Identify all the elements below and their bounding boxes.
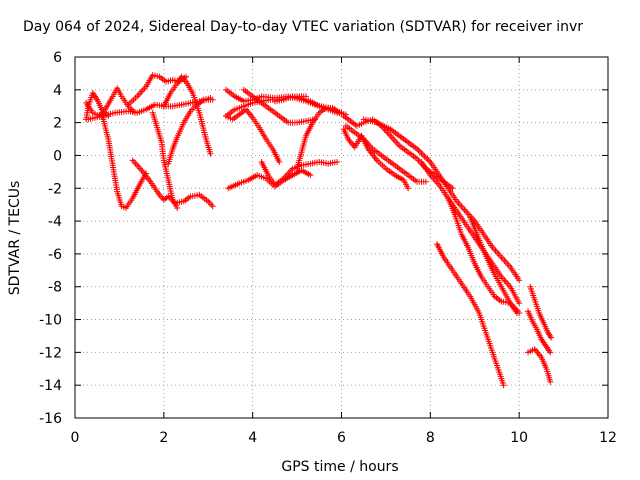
x-tick-label: 12 bbox=[599, 430, 617, 446]
series-marks bbox=[418, 159, 523, 307]
series-arc-v bbox=[418, 159, 523, 307]
y-tick-label: -8 bbox=[48, 280, 62, 296]
x-tick-label: 6 bbox=[337, 430, 346, 446]
series-marks bbox=[271, 93, 349, 118]
series-arc-z bbox=[527, 283, 555, 341]
x-tick-labels: 0 2 4 6 8 10 12 bbox=[71, 430, 617, 446]
series-arc-l bbox=[223, 106, 283, 165]
y-tick-label: -14 bbox=[39, 378, 62, 394]
y-tick-label: -4 bbox=[48, 214, 62, 230]
series-arc-aa bbox=[525, 308, 554, 356]
y-tick-label: 0 bbox=[53, 148, 62, 164]
y-tick-label: -2 bbox=[48, 181, 62, 197]
series-arc-t bbox=[342, 122, 429, 185]
series-marks bbox=[525, 308, 554, 356]
y-tick-label: 2 bbox=[53, 116, 62, 132]
series-marks bbox=[342, 122, 429, 185]
y-tick-label: 4 bbox=[53, 83, 62, 99]
series-marks bbox=[149, 109, 181, 211]
series-marks bbox=[165, 95, 214, 167]
series-marks bbox=[360, 116, 523, 284]
x-tick-label: 2 bbox=[159, 430, 168, 446]
series-arc-o bbox=[258, 159, 341, 188]
series-arc-d bbox=[98, 109, 150, 211]
y-tick-label: 6 bbox=[53, 50, 62, 66]
axis-ticks bbox=[74, 56, 609, 419]
series-marks bbox=[525, 346, 554, 385]
x-tick-label: 4 bbox=[248, 430, 257, 446]
series-marks bbox=[467, 214, 520, 316]
y-tick-labels: -16 -14 -12 -10 -8 -6 -4 -2 0 2 4 6 bbox=[39, 50, 62, 427]
x-tick-label: 0 bbox=[71, 430, 80, 446]
x-tick-label: 10 bbox=[510, 430, 528, 446]
series-arc-x bbox=[434, 241, 507, 389]
series-marks bbox=[258, 159, 341, 188]
series-arc-i bbox=[165, 95, 214, 167]
y-tick-label: -10 bbox=[39, 313, 62, 329]
series-marks bbox=[223, 106, 283, 165]
series-arc-u bbox=[360, 116, 523, 284]
x-tick-label: 8 bbox=[426, 430, 435, 446]
series-arc-ab bbox=[525, 346, 554, 385]
y-axis-title: SDTVAR / TECUs bbox=[7, 181, 23, 296]
chart-title: Day 064 of 2024, Sidereal Day-to-day VTE… bbox=[23, 19, 583, 35]
y-tick-label: -12 bbox=[39, 345, 62, 361]
series-arc-g bbox=[149, 109, 181, 211]
series-marks bbox=[240, 86, 318, 126]
series-marks bbox=[434, 241, 507, 389]
series-marks bbox=[160, 73, 214, 157]
series-marks bbox=[527, 283, 555, 341]
series-marks bbox=[98, 109, 150, 211]
series-arc-n bbox=[240, 86, 318, 126]
y-tick-label: -16 bbox=[39, 411, 62, 427]
series-arc-h bbox=[160, 73, 214, 157]
series-arc-q bbox=[271, 93, 349, 118]
y-tick-label: -6 bbox=[48, 247, 62, 263]
series-arc-y bbox=[467, 214, 520, 316]
data-marks bbox=[83, 72, 555, 389]
x-axis-title: GPS time / hours bbox=[281, 459, 398, 475]
